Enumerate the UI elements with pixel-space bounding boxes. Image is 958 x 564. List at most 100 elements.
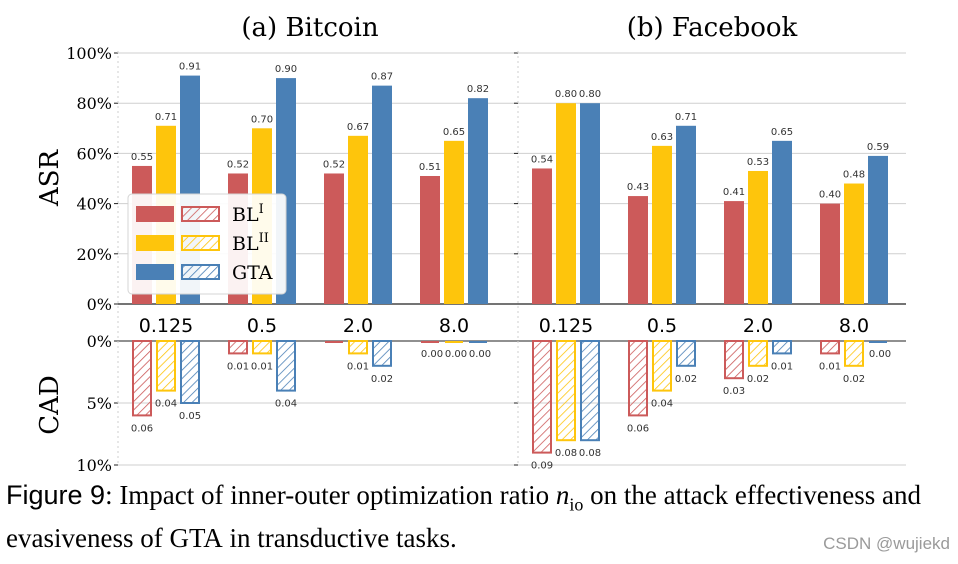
cad-value-label: 0.02 <box>843 374 865 385</box>
cad-bar <box>532 340 552 454</box>
asr-bar <box>556 103 576 304</box>
category-tick-label: 0.5 <box>647 315 677 337</box>
asr-value-label: 0.80 <box>555 89 577 100</box>
legend-label: BLII <box>232 231 269 255</box>
cad-value-label: 0.06 <box>627 423 649 434</box>
panel-title-facebook: (b) Facebook <box>627 13 798 43</box>
cad-bar <box>556 340 576 442</box>
cad-bar <box>180 340 200 404</box>
cad-value-label: 0.08 <box>579 448 601 459</box>
cad-bar <box>820 340 840 355</box>
asr-bar <box>772 140 792 304</box>
cad-bar <box>676 340 696 367</box>
value-labels: 0.55 0.52 0.52 0.51 0.71 0.70 0.67 0.65 0.91 0.90… <box>131 62 891 472</box>
legend-swatch-hatched <box>181 235 220 251</box>
asr-value-label: 0.59 <box>867 142 889 153</box>
figure-label: Figure 9 <box>6 480 106 510</box>
axis-text: 0% 20% 40% 60% 80% 100% 0% 5% 10% ASR CAD (a) Bitco… <box>35 13 869 475</box>
asr-bar <box>628 196 648 304</box>
cad-bar <box>228 340 248 355</box>
asr-bar <box>420 175 440 304</box>
cad-bar <box>580 340 600 442</box>
legend-swatch-hatched <box>181 206 220 222</box>
panel-title-bitcoin: (a) Bitcoin <box>241 13 378 43</box>
cad-value-label: 0.02 <box>675 374 697 385</box>
cad-value-label: 0.09 <box>531 461 553 472</box>
category-tick-label: 0.5 <box>247 315 277 337</box>
asr-bar <box>324 173 344 304</box>
cad-bar <box>844 340 864 367</box>
asr-value-label: 0.87 <box>371 72 393 83</box>
figure-chart: 0.55 0.52 0.52 0.51 0.71 0.70 0.67 0.65 0.91 0.90… <box>35 13 906 475</box>
watermark: CSDN @wujiekd <box>823 534 950 553</box>
asr-value-label: 0.54 <box>531 154 553 165</box>
asr-tick-label: 0% <box>87 295 112 314</box>
cad-value-label: 0.01 <box>251 361 273 372</box>
category-tick-label: 0.125 <box>139 315 193 337</box>
cad-tick-label: 10% <box>76 456 112 475</box>
cad-value-label: 0.00 <box>421 349 443 360</box>
asr-bar <box>724 201 744 304</box>
asr-value-label: 0.63 <box>651 132 673 143</box>
cad-bar <box>348 340 368 355</box>
asr-tick-label: 20% <box>76 245 112 264</box>
asr-bar <box>372 85 392 304</box>
asr-value-label: 0.65 <box>443 127 465 138</box>
caption-text-3: in transductive tasks. <box>222 523 457 554</box>
category-tick-label: 2.0 <box>343 315 373 337</box>
cad-value-label: 0.01 <box>771 361 793 372</box>
cad-value-label: 0.02 <box>747 374 769 385</box>
cad-value-label: 0.04 <box>155 399 177 410</box>
cad-bar <box>748 340 768 367</box>
category-tick-label: 8.0 <box>839 315 869 337</box>
asr-value-label: 0.67 <box>347 122 369 133</box>
asr-bar <box>444 140 464 304</box>
asr-value-label: 0.51 <box>419 162 441 173</box>
cad-bar <box>132 340 152 417</box>
cad-value-label: 0.03 <box>723 386 745 397</box>
category-tick-label: 8.0 <box>439 315 469 337</box>
asr-value-label: 0.70 <box>251 114 273 125</box>
asr-value-label: 0.41 <box>723 187 745 198</box>
asr-bar <box>468 98 488 305</box>
asr-bar <box>676 125 696 304</box>
cad-value-label: 0.00 <box>445 349 467 360</box>
asr-bar <box>348 135 368 304</box>
cad-value-label: 0.08 <box>555 448 577 459</box>
cad-value-label: 0.01 <box>347 361 369 372</box>
asr-value-label: 0.71 <box>155 112 177 123</box>
legend-swatch-solid <box>136 206 174 222</box>
asr-value-label: 0.52 <box>227 159 249 170</box>
asr-tick-label: 80% <box>76 94 112 113</box>
cad-value-label: 0.01 <box>227 361 249 372</box>
category-tick-label: 0.125 <box>539 315 593 337</box>
caption-gta: GTA <box>169 523 223 554</box>
cad-value-label: 0.06 <box>131 423 153 434</box>
legend-swatch-hatched <box>181 264 220 280</box>
cad-value-label: 0.04 <box>275 399 297 410</box>
cad-value-label: 0.04 <box>651 399 673 410</box>
asr-value-label: 0.82 <box>467 84 489 95</box>
cad-tick-label: 5% <box>87 394 112 413</box>
asr-bar <box>532 168 552 304</box>
asr-value-label: 0.91 <box>179 62 201 73</box>
asr-value-label: 0.43 <box>627 182 649 193</box>
cad-bar <box>724 340 744 380</box>
caption-text-2: on the attack effectiveness and evasiven… <box>6 480 922 554</box>
legend-label: GTA <box>232 262 273 284</box>
cad-bar <box>628 340 648 417</box>
asr-tick-label: 60% <box>76 144 112 163</box>
caption-variable-sub: io <box>569 494 584 515</box>
legend-swatch-solid <box>136 264 174 280</box>
asr-value-label: 0.71 <box>675 112 697 123</box>
asr-bar <box>580 103 600 304</box>
legend-label: BLI <box>232 202 264 226</box>
cad-tick-label: 0% <box>87 332 112 351</box>
asr-value-label: 0.48 <box>843 170 865 181</box>
asr-bar <box>748 170 768 304</box>
asr-bar <box>844 183 864 304</box>
cad-value-label: 0.00 <box>869 349 891 360</box>
asr-value-label: 0.40 <box>819 190 841 201</box>
cad-bar <box>372 340 392 367</box>
asr-tick-label: 40% <box>76 195 112 214</box>
